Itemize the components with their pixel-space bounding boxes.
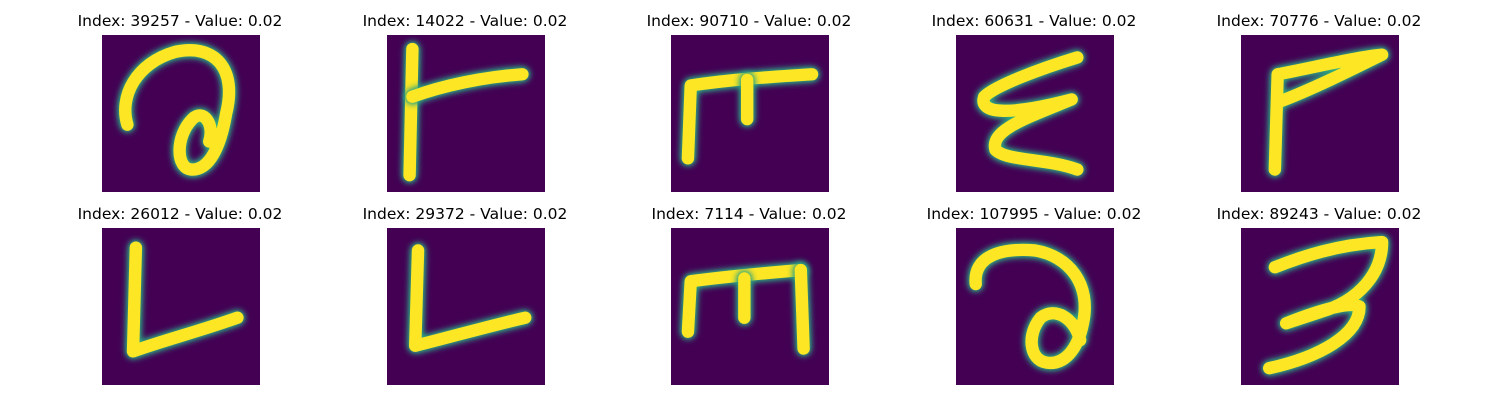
panel-4: Index: 60631 - Value: 0.02 — [904, 9, 1164, 192]
panel-1: Index: 39257 - Value: 0.02 — [50, 9, 310, 192]
handwritten-glyph-image — [102, 35, 260, 192]
panel-title: Index: 39257 - Value: 0.02 — [77, 12, 283, 30]
handwritten-glyph-image — [671, 35, 829, 192]
panel-title: Index: 60631 - Value: 0.02 — [931, 12, 1137, 30]
panel-10: Index: 89243 - Value: 0.02 — [1189, 202, 1449, 385]
panel-title: Index: 90710 - Value: 0.02 — [646, 12, 852, 30]
handwritten-glyph-image — [671, 228, 829, 385]
handwritten-glyph-image — [387, 35, 545, 192]
panel-title: Index: 29372 - Value: 0.02 — [362, 205, 568, 223]
panel-2: Index: 14022 - Value: 0.02 — [335, 9, 595, 192]
handwritten-glyph-image — [387, 228, 545, 385]
panel-5: Index: 70776 - Value: 0.02 — [1189, 9, 1449, 192]
panel-7: Index: 29372 - Value: 0.02 — [335, 202, 595, 385]
panel-9: Index: 107995 - Value: 0.02 — [904, 202, 1164, 385]
panel-title: Index: 89243 - Value: 0.02 — [1216, 205, 1422, 223]
handwritten-glyph-image — [956, 35, 1114, 192]
panel-title: Index: 14022 - Value: 0.02 — [362, 12, 568, 30]
panel-3: Index: 90710 - Value: 0.02 — [619, 9, 879, 192]
panel-title: Index: 107995 - Value: 0.02 — [926, 205, 1142, 223]
panel-title: Index: 70776 - Value: 0.02 — [1216, 12, 1422, 30]
panel-title: Index: 7114 - Value: 0.02 — [651, 205, 847, 223]
handwritten-glyph-image — [1241, 228, 1399, 385]
panel-title: Index: 26012 - Value: 0.02 — [77, 205, 283, 223]
panel-6: Index: 26012 - Value: 0.02 — [50, 202, 310, 385]
panel-8: Index: 7114 - Value: 0.02 — [619, 202, 879, 385]
handwritten-glyph-image — [956, 228, 1114, 385]
handwritten-glyph-image — [1241, 35, 1399, 192]
handwritten-glyph-image — [102, 228, 260, 385]
